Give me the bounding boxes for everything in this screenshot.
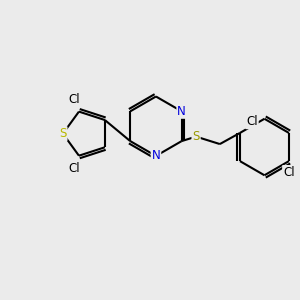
Text: Cl: Cl — [246, 115, 258, 128]
Text: Cl: Cl — [69, 162, 80, 175]
Text: N: N — [177, 105, 186, 118]
Text: Cl: Cl — [283, 166, 295, 179]
Text: N: N — [152, 149, 160, 162]
Text: Cl: Cl — [69, 93, 80, 106]
Text: S: S — [59, 127, 67, 140]
Text: S: S — [192, 130, 200, 143]
